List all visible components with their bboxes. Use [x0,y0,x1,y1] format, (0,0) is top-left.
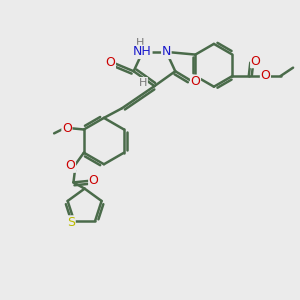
Text: O: O [251,55,261,68]
Text: O: O [106,56,116,69]
Text: H: H [135,38,144,48]
Text: S: S [67,216,75,229]
Text: O: O [190,75,200,88]
Text: O: O [62,122,72,134]
Text: H: H [139,77,147,88]
Text: O: O [65,159,75,172]
Text: N: N [162,45,171,58]
Text: O: O [89,174,99,188]
Text: NH: NH [133,45,152,58]
Text: O: O [260,69,270,82]
